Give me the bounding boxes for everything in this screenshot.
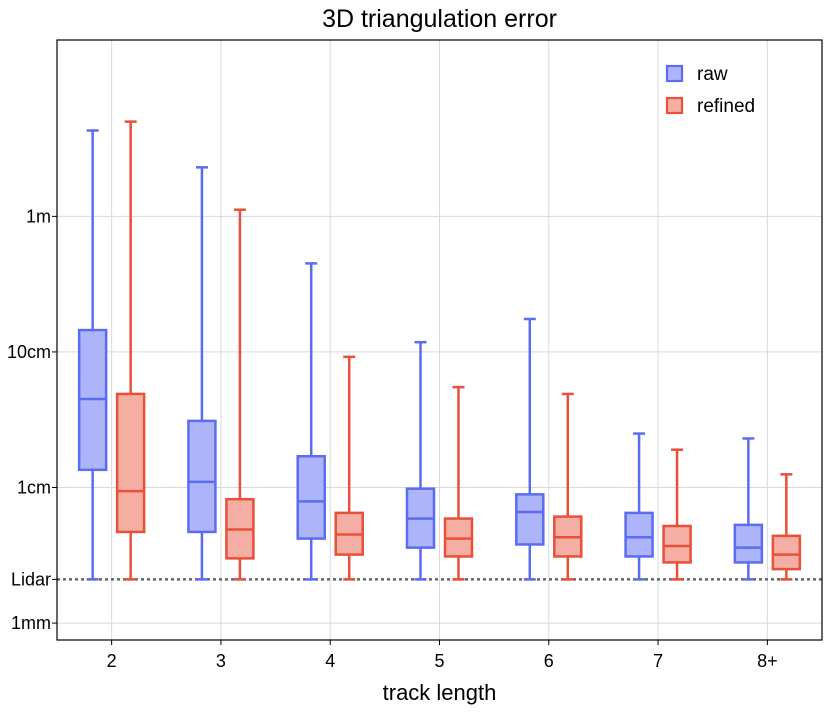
legend-label: refined xyxy=(697,96,755,117)
x-tick-label-8+: 8+ xyxy=(757,651,778,671)
box-raw-7 xyxy=(624,432,654,581)
y-axis-ticks: 1m 10cm 1cm 1mm Lidar xyxy=(7,206,57,633)
legend-item-raw: raw xyxy=(665,64,728,85)
box-refined-6 xyxy=(553,392,583,581)
iqr-box xyxy=(115,392,146,534)
box-raw-3 xyxy=(187,166,217,581)
iqr-box xyxy=(624,511,654,558)
legend-swatch xyxy=(665,64,684,83)
y-tick-label-lidar: Lidar xyxy=(11,569,51,589)
legend-item-refined: refined xyxy=(665,96,755,117)
x-tick-label-2: 2 xyxy=(107,651,117,671)
boxes xyxy=(77,120,802,581)
box-raw-2 xyxy=(77,129,108,581)
iqr-box xyxy=(771,534,802,571)
y-tick-label-1cm: 1cm xyxy=(17,477,51,497)
legend-swatch xyxy=(665,96,684,115)
box-raw-4 xyxy=(296,262,326,581)
iqr-box xyxy=(662,524,692,564)
iqr-box xyxy=(515,493,545,546)
box-refined-8+ xyxy=(771,473,802,581)
box-refined-2 xyxy=(115,120,146,581)
x-tick-label-4: 4 xyxy=(325,651,335,671)
box-raw-6 xyxy=(515,317,545,581)
y-tick-label-1mm: 1mm xyxy=(11,613,51,633)
box-refined-5 xyxy=(443,385,474,581)
x-tick-label-3: 3 xyxy=(216,651,226,671)
x-tick-label-6: 6 xyxy=(544,651,554,671)
box-refined-7 xyxy=(662,448,692,581)
legend: raw refined xyxy=(665,64,755,117)
chart-title: 3D triangulation error xyxy=(322,5,557,33)
grid xyxy=(57,40,822,640)
y-tick-label-1m: 1m xyxy=(26,206,51,226)
x-tick-label-7: 7 xyxy=(653,651,663,671)
iqr-box xyxy=(187,419,217,534)
legend-label: raw xyxy=(697,64,728,85)
iqr-box xyxy=(296,455,326,540)
box-refined-4 xyxy=(334,355,364,581)
box-raw-5 xyxy=(405,340,436,581)
x-axis-ticks: 2 3 4 5 6 7 8+ xyxy=(107,640,778,671)
x-tick-label-5: 5 xyxy=(434,651,444,671)
box-raw-8+ xyxy=(733,437,764,581)
box-refined-3 xyxy=(225,208,255,581)
iqr-box xyxy=(733,523,764,564)
x-axis-title: track length xyxy=(383,680,497,705)
y-tick-label-10cm: 10cm xyxy=(7,342,51,362)
